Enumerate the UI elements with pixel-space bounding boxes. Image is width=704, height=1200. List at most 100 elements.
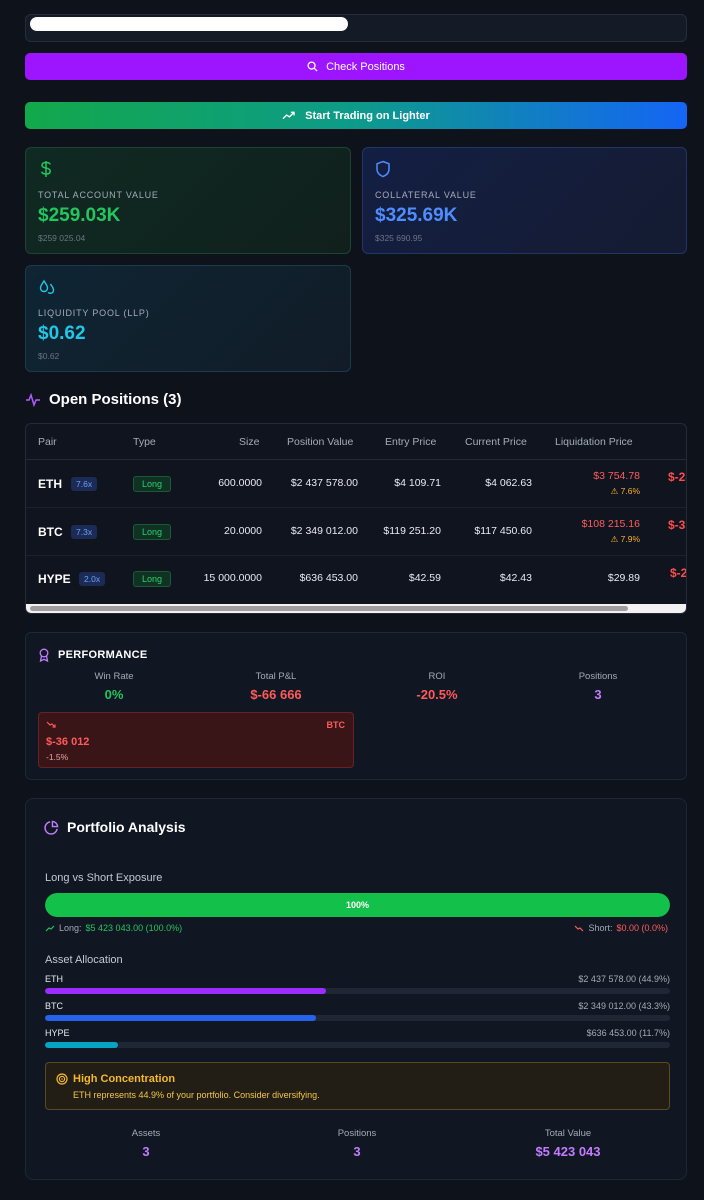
allocation-asset: BTC <box>45 1001 63 1011</box>
total-account-card: TOTAL ACCOUNT VALUE $259.03K $259 025.04 <box>25 147 351 254</box>
allocation-label: Asset Allocation <box>45 954 123 966</box>
win-rate-value: 0% <box>104 687 124 702</box>
total-pnl-stat: Total P&L $-66 666 <box>201 671 351 702</box>
entry-price: $119 251.20 <box>383 525 441 537</box>
col-size[interactable]: Size <box>239 436 260 448</box>
leverage-badge: 2.0x <box>79 572 106 586</box>
warning-title: High Concentration <box>73 1073 176 1085</box>
allocation-fill <box>45 988 326 994</box>
allocation-asset: ETH <box>45 974 63 984</box>
portfolio-title: Portfolio Analysis <box>67 819 186 835</box>
pie-chart-icon <box>44 820 59 835</box>
total-value-label: Total Value <box>544 1128 592 1139</box>
position-value: $2 437 578.00 <box>290 477 358 489</box>
liquidation-warning: ⚠ 7.6% <box>610 486 640 496</box>
allocation-track <box>45 988 670 994</box>
total-pnl-value: $-66 666 <box>250 687 302 702</box>
roi-label: ROI <box>428 671 446 682</box>
table-row[interactable]: BTC 7.3x Long 20.0000 $2 349 012.00 $119… <box>26 508 686 556</box>
dollar-icon <box>38 160 338 180</box>
total-account-label: TOTAL ACCOUNT VALUE <box>38 190 159 200</box>
position-value: $2 349 012.00 <box>290 525 358 537</box>
col-entry-price[interactable]: Entry Price <box>385 436 437 448</box>
pnl-value: $-28 <box>668 470 686 484</box>
col-type[interactable]: Type <box>133 436 156 448</box>
collateral-card: COLLATERAL VALUE $325.69K $325 690.95 <box>362 147 687 254</box>
worst-position-card[interactable]: BTC $-36 012 -1.5% <box>38 712 354 768</box>
warning-text: ETH represents 44.9% of your portfolio. … <box>73 1090 320 1100</box>
liquidity-pool-exact: $0.62 <box>38 351 60 361</box>
award-icon <box>39 648 49 662</box>
trending-down-icon <box>46 721 56 728</box>
total-value-stat: Total Value $5 423 043 <box>488 1128 648 1159</box>
droplets-icon <box>38 278 338 298</box>
liquidation-price: $3 754.78 <box>593 470 640 482</box>
trending-down-icon <box>575 925 584 931</box>
positions-count-value: 3 <box>353 1144 361 1159</box>
start-trading-button[interactable]: Start Trading on Lighter <box>25 102 687 129</box>
total-account-exact: $259 025.04 <box>38 233 86 243</box>
type-badge: Long <box>133 524 172 540</box>
type-badge: Long <box>133 476 172 492</box>
long-value: $5 423 043.00 (100.0%) <box>85 923 183 933</box>
win-rate-label: Win Rate <box>94 671 134 682</box>
assets-stat: Assets 3 <box>66 1128 226 1159</box>
allocation-amount: $2 349 012.00 (43.3%) <box>578 1001 670 1011</box>
liquidation-price: $108 215.16 <box>581 518 640 530</box>
pnl-value: $-2 <box>670 566 687 580</box>
pair-name: ETH <box>38 477 62 491</box>
concentration-warning: High Concentration ETH represents 44.9% … <box>45 1062 670 1110</box>
entry-price: $42.59 <box>408 572 441 584</box>
table-header: Pair Type Size Position Value Entry Pric… <box>26 424 686 460</box>
liquidity-pool-card: LIQUIDITY POOL (LLP) $0.62 $0.62 <box>25 265 351 372</box>
open-positions-title: Open Positions (3) <box>49 391 182 408</box>
start-trading-label: Start Trading on Lighter <box>305 109 430 122</box>
horizontal-scrollbar[interactable] <box>26 604 686 613</box>
allocation-fill <box>45 1015 316 1021</box>
entry-price: $4 109.71 <box>394 477 441 489</box>
short-exposure-summary: Short: $0.00 (0.0%) <box>574 923 668 933</box>
assets-label: Assets <box>131 1128 161 1139</box>
collateral-exact: $325 690.95 <box>375 233 423 243</box>
liquidation-price: $29.89 <box>607 572 640 584</box>
leverage-badge: 7.6x <box>71 477 98 491</box>
scrollbar-thumb[interactable] <box>30 606 628 611</box>
exposure-bar: 100% <box>45 893 670 917</box>
worst-position-pair: BTC <box>326 720 346 730</box>
col-liquidation-price[interactable]: Liquidation Price <box>555 436 633 448</box>
liquidity-pool-value: $0.62 <box>38 323 86 344</box>
check-positions-button[interactable]: Check Positions <box>25 53 687 80</box>
long-label: Long: <box>59 923 82 933</box>
position-value: $636 453.00 <box>299 572 358 584</box>
shield-icon <box>375 160 674 180</box>
worst-position-amount: $-36 012 <box>46 736 90 748</box>
col-position-value[interactable]: Position Value <box>287 436 354 448</box>
table-row[interactable]: HYPE 2.0x Long 15 000.0000 $636 453.00 $… <box>26 556 687 604</box>
trending-up-icon <box>45 925 55 931</box>
allocation-amount: $636 453.00 (11.7%) <box>586 1028 670 1038</box>
liquidation-warning: ⚠ 7.9% <box>610 534 640 544</box>
leverage-badge: 7.3x <box>71 525 98 539</box>
allocation-track <box>45 1015 670 1021</box>
collateral-value: $325.69K <box>375 205 458 226</box>
positions-table: Pair Type Size Position Value Entry Pric… <box>25 423 687 614</box>
performance-panel: PERFORMANCE Win Rate 0% Total P&L $-66 6… <box>25 632 687 780</box>
roi-stat: ROI -20.5% <box>362 671 512 702</box>
performance-header: PERFORMANCE <box>38 648 147 662</box>
current-price: $42.43 <box>499 572 532 584</box>
type-badge: Long <box>133 571 172 587</box>
current-price: $4 062.63 <box>485 477 532 489</box>
portfolio-analysis-panel: Portfolio Analysis Long vs Short Exposur… <box>25 798 687 1180</box>
current-price: $117 450.60 <box>474 525 532 537</box>
allocation-asset: HYPE <box>45 1028 70 1038</box>
table-row[interactable]: ETH 7.6x Long 600.0000 $2 437 578.00 $4 … <box>26 460 686 508</box>
target-icon <box>56 1073 68 1085</box>
allocation-amount: $2 437 578.00 (44.9%) <box>578 974 670 984</box>
col-pair[interactable]: Pair <box>38 436 57 448</box>
performance-title: PERFORMANCE <box>58 649 148 661</box>
trending-up-icon <box>282 111 295 120</box>
short-label: Short: <box>588 923 613 933</box>
col-current-price[interactable]: Current Price <box>465 436 527 448</box>
positions-value: 3 <box>594 687 602 702</box>
win-rate-stat: Win Rate 0% <box>39 671 189 702</box>
